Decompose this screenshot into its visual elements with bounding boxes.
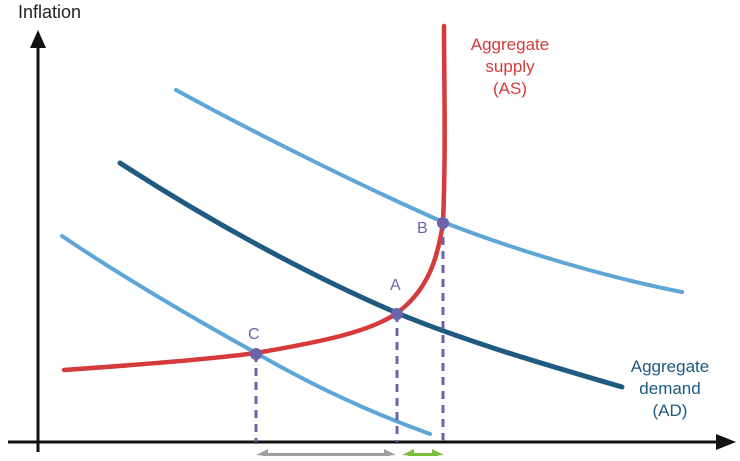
aggregate-demand-label: Aggregate demand (AD) — [618, 356, 722, 422]
aggregate-demand-label-line3: (AD) — [652, 401, 688, 420]
y-axis-label: Inflation — [18, 2, 82, 22]
point-b-label: B — [417, 220, 428, 237]
demand-curve-lower — [60, 234, 432, 436]
aggregate-supply-label-line3: (AS) — [493, 79, 527, 98]
aggregate-demand-curve — [117, 160, 625, 390]
point-c-marker — [250, 348, 262, 360]
output-gap-bracket-left — [256, 449, 396, 457]
point-a-marker — [391, 308, 403, 320]
output-gap-bracket-right — [402, 449, 444, 457]
y-axis-arrow — [30, 30, 46, 48]
point-c-label: C — [248, 326, 260, 343]
aggregate-demand-label-line1: Aggregate — [630, 357, 710, 376]
demand-curve-upper — [174, 88, 684, 294]
point-a-label: A — [390, 277, 401, 294]
point-b-marker — [437, 217, 449, 229]
aggregate-supply-label: Aggregate supply (AS) — [458, 34, 562, 100]
aggregate-supply-label-line2: supply — [485, 57, 535, 76]
x-axis-arrow — [716, 434, 736, 450]
aggregate-supply-label-line1: Aggregate — [470, 35, 550, 54]
aggregate-demand-label-line2: demand — [639, 379, 701, 398]
